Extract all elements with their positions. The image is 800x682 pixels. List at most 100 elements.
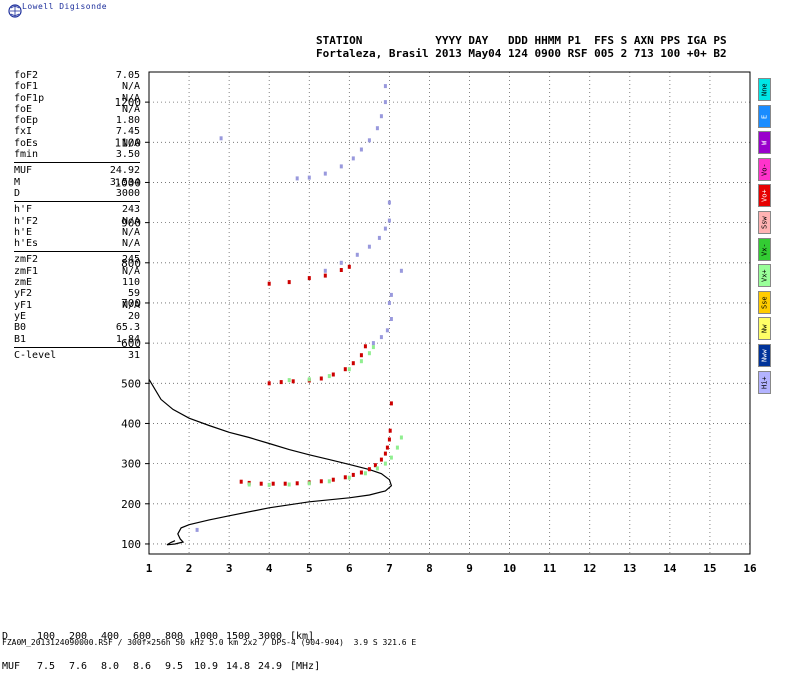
legend-swatch: Hi+: [758, 370, 771, 394]
echo-point: [339, 164, 343, 169]
x-tick-label: 1: [146, 562, 153, 575]
param-value: 24.92: [109, 165, 140, 177]
muf-value: 24.9: [257, 661, 283, 672]
param-name: foE: [14, 103, 33, 115]
distance-value: 400: [100, 631, 120, 642]
echo-point: [287, 378, 291, 383]
echo-point: [359, 147, 363, 152]
param-value: N/A: [121, 137, 140, 149]
echo-point: [351, 361, 355, 366]
param-value: 3.50: [115, 149, 140, 161]
param-divider: [14, 346, 140, 348]
y-tick-label: 500: [121, 377, 141, 390]
echo-point: [375, 466, 379, 471]
distance-unit: [km]: [290, 631, 315, 642]
file-info: FZA0M_2013124090000.RSF / 300f×256h 50 k…: [2, 638, 417, 647]
parameter-panel: foF2 7.05 foF1 N/A foF1p N/A foE N/A foEp 1.80 fxI…: [14, 70, 140, 361]
echo-point: [267, 281, 271, 286]
muf-value: 10.9: [193, 661, 219, 672]
distance-value: 100: [36, 631, 56, 642]
echo-point: [267, 482, 271, 487]
param-value: 110: [121, 277, 140, 289]
param-row: h'E N/A: [14, 227, 140, 238]
param-name: yF2: [14, 288, 33, 300]
param-value: N/A: [121, 103, 140, 115]
echo-point: [359, 470, 363, 475]
x-tick-label: 8: [426, 562, 433, 575]
param-row: yE 20: [14, 311, 140, 322]
param-name: MUF: [14, 165, 33, 177]
echo-point: [339, 260, 343, 265]
echo-traces: [195, 84, 403, 532]
echo-point: [355, 252, 359, 257]
echo-point: [373, 463, 377, 468]
param-row: foEp 1.80: [14, 115, 140, 126]
y-tick-label: 700: [121, 297, 141, 310]
echo-point: [379, 114, 383, 119]
x-tick-label: 15: [703, 562, 716, 575]
echo-point: [295, 481, 299, 486]
muf-value: 9.5: [164, 661, 184, 672]
electron-density-profile: [148, 378, 393, 546]
echo-point: [399, 435, 403, 440]
header-values: Fortaleza, Brasil 2013 May04 124 0900 RS…: [316, 47, 727, 60]
legend-swatch: Nww: [758, 343, 771, 367]
x-tick-label: 3: [226, 562, 233, 575]
echo-point: [351, 472, 355, 477]
plot-frame: [148, 71, 751, 555]
echo-point: [323, 268, 327, 273]
param-name: zmF1: [14, 265, 39, 277]
x-tick-label: 10: [503, 562, 516, 575]
echo-point: [383, 451, 387, 456]
echo-point: [331, 477, 335, 482]
param-row: h'F 243: [14, 204, 140, 215]
polarization-legend: Nne E W Vo- Vo+ Ssw Vx- Vx+ Sse Nw Nww Hi+: [758, 78, 771, 397]
param-row: B1 1.84: [14, 334, 140, 345]
param-name: M: [14, 176, 21, 188]
x-tick-label: 13: [623, 562, 636, 575]
param-row: C-level 31: [14, 350, 140, 361]
echo-point: [323, 171, 327, 176]
param-name: h'Es: [14, 238, 39, 250]
param-name: D: [14, 187, 21, 199]
param-row: yF2 59: [14, 288, 140, 299]
legend-swatch: W: [758, 131, 771, 155]
x-tick-label: 11: [543, 562, 557, 575]
y-tick-label: 600: [121, 337, 141, 350]
param-row: foF1 N/A: [14, 81, 140, 92]
param-value: 1.84: [115, 333, 140, 345]
echo-point: [307, 175, 311, 180]
echo-point: [389, 401, 393, 406]
x-tick-label: 5: [306, 562, 313, 575]
echo-point: [331, 372, 335, 377]
echo-point: [363, 471, 367, 476]
echo-point: [383, 84, 387, 89]
x-tick-label: 16: [743, 562, 757, 575]
echo-point: [319, 376, 323, 381]
param-name: zmF2: [14, 254, 39, 266]
muf-row: MUF 7.5 7.6 8.0 8.6 9.5 10.9 14.8 24.9 [MHz]: [2, 662, 320, 672]
y-tick-label: 1200: [115, 96, 142, 109]
muf-value: 8.6: [132, 661, 152, 672]
param-name: B1: [14, 333, 27, 345]
echo-point: [267, 381, 271, 386]
param-name: foF1p: [14, 92, 45, 104]
param-name: h'F: [14, 204, 33, 216]
param-name: h'F2: [14, 215, 39, 227]
echo-point: [367, 138, 371, 143]
muf-unit: [MHz]: [290, 661, 321, 672]
x-tick-label: 7: [386, 562, 393, 575]
echo-point: [219, 136, 223, 141]
param-row: h'Es N/A: [14, 238, 140, 249]
echo-point: [347, 264, 351, 269]
param-row: B0 65.3: [14, 322, 140, 333]
legend-swatch: Sse: [758, 290, 771, 314]
echo-point: [385, 445, 389, 450]
echo-point: [387, 437, 391, 442]
legend-swatch: E: [758, 104, 771, 128]
logo-text: Lowell Digisonde: [22, 2, 108, 11]
axis-ticks: 1 2 3 4 5 6 7 8 9 10 11 12 13 14 15 1610020030040050060…: [115, 96, 757, 575]
echo-point: [377, 235, 381, 240]
x-tick-label: 4: [266, 562, 273, 575]
echo-point: [367, 244, 371, 249]
